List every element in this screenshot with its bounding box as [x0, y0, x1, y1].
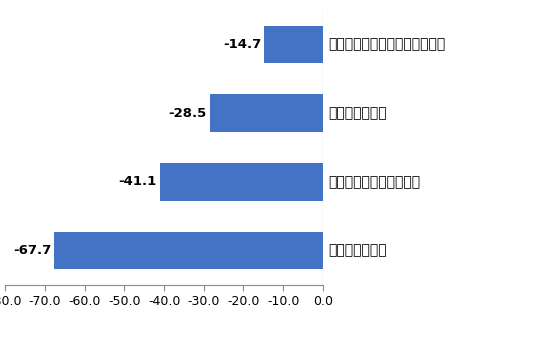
- Bar: [265, 26, 323, 63]
- Text: 会員向けサイトとアプリを併用: 会員向けサイトとアプリを併用: [328, 38, 445, 52]
- Text: -14.7: -14.7: [223, 38, 261, 51]
- Text: アプリのみ利用: アプリのみ利用: [328, 106, 387, 120]
- Text: -67.7: -67.7: [13, 244, 51, 257]
- Text: 会員向けサイトのみ利用: 会員向けサイトのみ利用: [328, 175, 421, 189]
- Bar: [160, 163, 323, 201]
- Text: 利用していない: 利用していない: [328, 243, 387, 257]
- Bar: [210, 94, 323, 132]
- Text: -41.1: -41.1: [118, 175, 157, 188]
- Text: -28.5: -28.5: [168, 107, 207, 120]
- Bar: [54, 232, 323, 269]
